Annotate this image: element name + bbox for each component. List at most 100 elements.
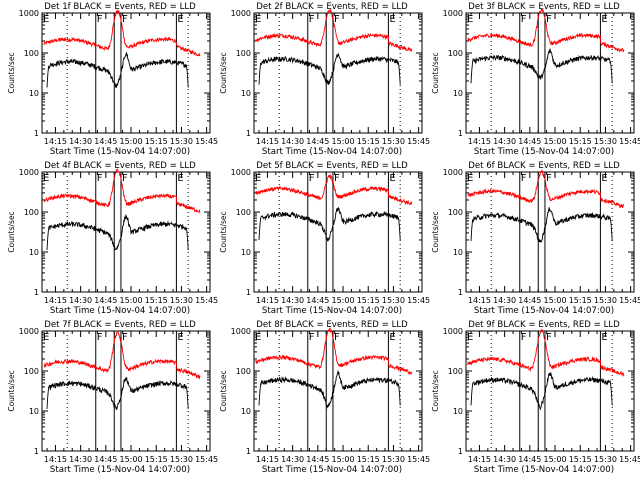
x-tick-label: 15:15 [357,296,380,305]
chart-title: Det 1f BLACK = Events, RED = LLD [44,2,196,12]
x-tick-label: 15:45 [195,296,218,305]
y-tick-label: 1000 [19,327,39,336]
region-letter: F [546,332,552,343]
region-letter: E [43,173,49,184]
x-tick-label: 14:15 [44,455,67,464]
x-tick-label: 15:30 [382,137,405,146]
x-axis-label: Start Time (15-Nov-04 14:07:00) [474,147,614,157]
x-tick-label: 14:30 [69,296,92,305]
plot-frame [41,171,211,293]
x-tick-label: 15:00 [332,137,355,146]
region-letter: E [467,14,473,25]
y-axis-label: Counts/sec [219,370,228,411]
y-tick-label: 1000 [443,9,463,18]
plot-frame [465,330,635,452]
chart-title: Det 8f BLACK = Events, RED = LLD [256,320,408,330]
events-series-line [258,52,401,86]
chart-title: Det 6f BLACK = Events, RED = LLD [468,161,620,171]
x-tick-label: 15:15 [357,137,380,146]
region-letter: E [177,173,183,184]
x-tick-label: 14:15 [44,296,67,305]
region-letter: F [334,173,340,184]
region-letter: E [601,173,607,184]
x-tick-label: 15:00 [332,296,355,305]
x-tick-label: 14:15 [256,296,279,305]
y-tick-label: 10 [241,248,251,257]
chart-panel-4: Det 4f BLACK = Events, RED = LLD 1 10 100 10… [7,161,218,316]
x-axis-label: Start Time (15-Nov-04 14:07:00) [50,306,190,316]
y-tick-label: 1000 [443,327,463,336]
x-tick-label: 15:00 [332,455,355,464]
x-axis-label: Start Time (15-Nov-04 14:07:00) [474,465,614,475]
y-tick-label: 10 [453,89,463,98]
x-tick-label: 15:45 [619,137,640,146]
region-letter: F [521,173,527,184]
y-tick-label: 1000 [231,327,251,336]
chart-panel-8: Det 8f BLACK = Events, RED = LLD 1 10 100 10… [219,320,430,475]
y-tick-label: 10 [241,89,251,98]
x-tick-label: 15:30 [382,296,405,305]
region-letter: E [389,14,395,25]
x-tick-label: 14:45 [306,455,329,464]
y-tick-label: 10 [241,407,251,416]
y-axis-label: Counts/sec [431,211,440,252]
y-axis-label: Counts/sec [7,211,16,252]
y-tick-label: 1 [458,288,463,297]
x-axis-label: Start Time (15-Nov-04 14:07:00) [50,465,190,475]
plot-frame [41,330,211,452]
y-tick-label: 100 [24,49,39,58]
x-tick-label: 14:45 [94,137,117,146]
x-tick-label: 15:45 [407,137,430,146]
region-letter: F [309,173,315,184]
x-tick-label: 14:30 [493,137,516,146]
x-tick-label: 15:45 [195,455,218,464]
y-tick-label: 100 [236,208,251,217]
y-tick-label: 1000 [19,168,39,177]
x-tick-label: 15:30 [382,455,405,464]
y-tick-label: 1 [246,129,251,138]
y-axis-label: Counts/sec [7,370,16,411]
region-letter: F [546,14,552,25]
chart-panel-2: Det 2f BLACK = Events, RED = LLD 1 10 100 10… [219,2,430,157]
y-tick-label: 1000 [443,168,463,177]
chart-title: Det 3f BLACK = Events, RED = LLD [468,2,620,12]
x-tick-label: 14:45 [518,296,541,305]
x-tick-label: 15:15 [145,455,168,464]
y-axis-label: Counts/sec [219,211,228,252]
chart-panel-5: Det 5f BLACK = Events, RED = LLD 1 10 100 10… [219,161,430,316]
region-letter: F [97,14,103,25]
y-tick-label: 1 [458,447,463,456]
x-tick-label: 15:15 [145,137,168,146]
plot-frame [253,330,423,452]
x-axis-label: Start Time (15-Nov-04 14:07:00) [262,147,402,157]
x-tick-label: 15:45 [407,455,430,464]
x-tick-label: 15:45 [619,455,640,464]
y-tick-label: 1 [34,288,39,297]
events-series-line [46,376,189,411]
lld-series-line [43,330,201,380]
events-series-line [470,48,613,84]
y-axis-label: Counts/sec [431,370,440,411]
x-tick-label: 14:45 [518,137,541,146]
events-series-line [258,206,401,243]
x-tick-label: 14:15 [468,455,491,464]
x-tick-label: 15:00 [544,137,567,146]
x-tick-label: 15:30 [170,455,193,464]
chart-panel-6: Det 6f BLACK = Events, RED = LLD 1 10 100 10… [431,161,640,316]
x-tick-label: 15:45 [195,137,218,146]
x-tick-label: 14:45 [518,455,541,464]
y-tick-label: 1000 [19,9,39,18]
region-letter: F [97,173,103,184]
x-tick-label: 14:30 [69,137,92,146]
region-letter: F [122,332,128,343]
region-letter: E [389,173,395,184]
x-tick-label: 14:15 [44,137,67,146]
x-tick-label: 15:15 [569,296,592,305]
plot-frame [253,171,423,293]
x-tick-label: 15:00 [120,455,143,464]
x-tick-label: 15:00 [544,455,567,464]
plot-frame [253,12,423,134]
x-tick-label: 14:30 [281,296,304,305]
region-letter: E [467,173,473,184]
